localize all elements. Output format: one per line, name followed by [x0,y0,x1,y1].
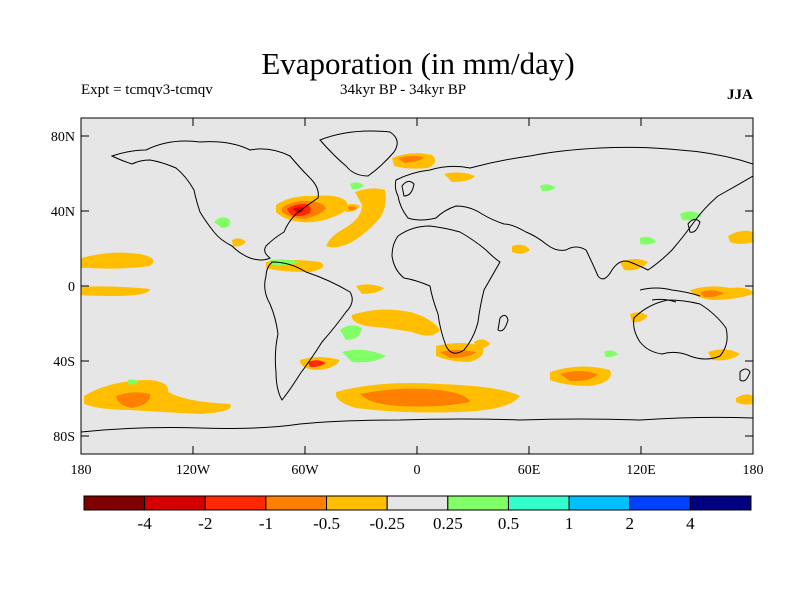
anomaly-orange-agulhas [474,339,490,349]
colorbar-swatch [265,495,328,511]
anomaly-darkorange-south-africa [440,350,476,358]
colorbar-label: 1 [565,514,574,533]
colorbar-swatch [326,495,388,511]
coast-africa-europe [391,225,501,354]
lat-tick-label: 40N [51,205,75,220]
anomaly-dark-orange-north-sea [398,155,424,163]
anomaly-fields [81,153,753,414]
colorbar: -4 -2 -1 -0.5 -0.25 0.25 0.5 1 2 4 [83,495,752,533]
anomaly-green-southern-pacific [128,379,138,385]
anomaly-green-china [640,236,656,245]
lat-tick-label: 0 [68,280,75,295]
coast-madagascar [497,314,509,332]
colorbar-swatch [689,495,752,511]
anomaly-orange-midatlantic [326,188,386,248]
anomaly-red-argentina [308,360,326,368]
anomaly-orange-caribbean [232,238,246,247]
anomaly-orange-australia-west [630,312,648,323]
colorbar-label: -1 [259,514,273,533]
anomaly-orange-bay-of-bengal [620,259,648,271]
season-label: JJA [727,87,753,103]
anomaly-orange-south-atlantic [351,309,440,336]
colorbar-label: 4 [686,514,695,533]
coast-greenland [319,130,398,177]
anomaly-green-caribbean [270,259,300,266]
anomaly-darkorange-maritime [700,290,724,298]
period-label: 34kyr BP - 34kyr BP [340,82,467,98]
anomaly-darkorange-south-pacific [116,392,151,408]
colorbar-label: -0.5 [313,514,340,533]
longitude-axis: 180 120W 60W 0 60E 120E 180 [71,118,764,478]
colorbar-swatch [507,495,570,511]
anomaly-red-azores [348,206,357,211]
coast-uk [401,180,415,197]
anomaly-orange-scandinavia [444,172,475,182]
colorbar-swatch [568,495,631,511]
anomaly-darkred-core [293,207,304,213]
coast-antarctica [81,416,753,433]
lat-tick-label: 80N [51,130,75,145]
experiment-label: Expt = tcmqv3-tcmqv [81,82,213,98]
coast-new-zealand [739,368,751,382]
anomaly-red-south-indian [560,371,598,382]
lon-tick-label: 180 [71,463,92,478]
lat-tick-label: 40S [53,355,75,370]
lon-tick-label: 180 [743,463,764,478]
anomaly-green-north-pacific [214,217,231,228]
anomaly-orange-northwest-pacific [728,230,753,244]
anomaly-orange-east-pacific [81,252,154,269]
anomaly-green-labrador [350,182,364,190]
coast-japan [687,218,701,233]
anomaly-orange-southeast-pacific [736,394,753,405]
colorbar-label: -2 [198,514,212,533]
colorbar-swatch [629,495,691,511]
coast-indonesia [639,287,701,303]
lat-tick-label: 80S [53,430,75,445]
coast-north-america [110,140,319,261]
colorbar-swatch [83,495,146,511]
lon-tick-label: 0 [414,463,421,478]
lon-tick-label: 60E [518,463,541,478]
colorbar-label: 2 [625,514,634,533]
anomaly-darkorange-southern-ocean [360,388,470,407]
colorbar-swatch [144,495,206,511]
colorbar-label: -0.25 [369,514,404,533]
colorbar-swatch [386,495,449,511]
coastlines [81,130,753,433]
anomaly-orange-indian-west [512,244,530,254]
colorbar-swatch [447,495,509,511]
anomaly-orange-equator [81,286,150,296]
anomaly-orange-south-pacific [84,380,231,414]
lon-tick-label: 120W [176,463,211,478]
anomaly-green-north-sea [540,184,556,192]
colorbar-label: 0.25 [433,514,463,533]
lon-tick-label: 120E [626,463,656,478]
anomaly-orange-brazil [356,284,384,294]
colorbar-label: 0.5 [498,514,519,533]
colorbar-label: -4 [138,514,153,533]
coast-australia [633,299,728,360]
anomaly-green-south-atlantic-2 [342,349,386,363]
map-title: Evaporation (in mm/day) [261,46,575,81]
latitude-axis: 80N 40N 0 40S 80S [51,130,753,445]
anomaly-green-indian [604,350,618,358]
coast-south-america [264,261,353,401]
coast-eurasia [394,146,753,280]
colorbar-swatch [204,495,267,511]
lon-tick-label: 60W [291,463,319,478]
anomaly-green-south-atlantic-1 [340,325,362,340]
